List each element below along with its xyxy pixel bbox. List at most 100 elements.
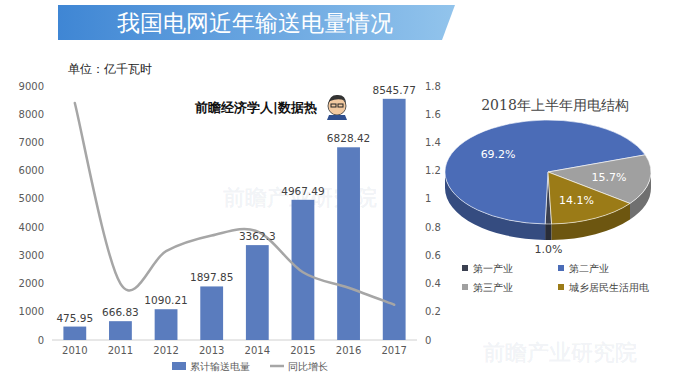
legend-label: 累计输送电量 [190,361,250,372]
line [75,103,394,305]
y-tick-label: 9000 [19,81,44,92]
pie-legend-swatch [558,265,564,271]
watermark: 前瞻产业研究院 [482,340,637,365]
pie-legend-swatch [462,284,468,290]
bar-data-label: 475.95 [56,312,93,324]
bar-data-label: 666.83 [102,306,139,318]
y2-tick [417,311,420,312]
y-tick-label: 6000 [19,165,44,176]
annotation: 前瞻经济学人|数据热 [194,100,317,115]
pie-data-label: 1.0% [534,243,562,256]
x-tick-label: 2010 [62,345,87,356]
y-tick [49,86,52,87]
y-tick [49,311,52,312]
x-tick-label: 2012 [153,345,178,356]
avatar-body [327,115,347,120]
y2-tick [417,170,420,171]
canvas: 前瞻产业研究院前瞻产业研究院我国电网近年输送电量情况单位：亿千瓦时0100020… [0,0,680,382]
legend-swatch [172,362,186,370]
y2-tick [417,198,420,199]
pie-legend-label: 第二产业 [569,263,609,274]
x-tick-label: 2016 [336,345,361,356]
pie-slices [445,120,651,224]
y2-tick [417,114,420,115]
data-labels: 475.95 666.83 1090.211897.85 3362.3 4967.49 6… [56,84,415,324]
y-tick-label: 3000 [19,250,44,261]
y-tick-label: 4000 [19,222,44,233]
bar-data-label: 1090.21 [144,294,187,306]
bar-line-chart: 单位：亿千瓦时 0 1000 2000 3000 4000 5000 6000 7000 8000… [19,62,441,372]
pie-data-label: 14.1% [559,194,594,207]
x-tick-label: 2017 [381,345,406,356]
bar [109,321,132,340]
title: 我国电网近年输送电量情况 [117,10,393,36]
y2-tick-label: 0.2 [425,306,441,317]
pie-legend: 第一产业 第二产业第三产业 城乡居民生活用电 [462,263,649,293]
y-tick [49,198,52,199]
y2-tick-label: 0 [425,335,431,346]
y-tick [49,142,52,143]
y-tick [49,340,52,341]
y2-tick [417,255,420,256]
avatar-hair [328,95,346,104]
y2-tick-label: 0.4 [425,278,441,289]
y-tick-label: 1000 [19,306,44,317]
legend-label: 同比增长 [288,361,328,372]
bar-data-label: 8545.77 [372,84,415,96]
bar [200,286,223,340]
bar-data-label: 3362.3 [239,230,276,242]
y2-tick-label: 1.2 [425,165,441,176]
pie-side [545,224,551,240]
y-tick-label: 5000 [19,193,44,204]
bar-data-label: 4967.49 [281,185,324,197]
bar [63,327,86,340]
avatar-glasses [338,104,343,107]
unit-label: 单位：亿千瓦时 [68,62,152,76]
x-tick-label: 2013 [199,345,224,356]
y2-tick [417,86,420,87]
pie-legend-swatch [462,265,468,271]
pie-legend-label: 第一产业 [473,263,513,274]
page: 前瞻产业研究院前瞻产业研究院我国电网近年输送电量情况单位：亿千瓦时0100020… [0,0,680,382]
y2-tick-label: 1.6 [425,109,441,120]
y2-tick [417,340,420,341]
y-tick-label: 8000 [19,109,44,120]
pie-title: 2018年上半年用电结构 [481,97,629,113]
y-tick-label: 2000 [19,278,44,289]
y2-tick-label: 1.8 [425,81,441,92]
bar [246,245,269,340]
pie-slice [445,120,645,224]
legend: 累计输送电量 同比增长 [172,361,328,372]
y-tick-label: 0 [38,335,44,346]
bar [292,200,315,340]
y2-tick-label: 0.8 [425,222,441,233]
avatar-icon [327,95,347,120]
legend-swatch [270,365,284,368]
pie-legend-label: 第三产业 [473,282,513,293]
x-tick-label: 2014 [245,345,270,356]
y-tick [49,255,52,256]
plot-area [63,99,405,340]
x-axis [52,340,417,341]
bar [337,147,360,340]
bar [155,309,178,340]
pie-legend-label: 城乡居民生活用电 [568,282,649,293]
x-tick-label: 2015 [290,345,315,356]
y2-tick-label: 1 [425,193,431,204]
x-tick-label: 2011 [108,345,133,356]
avatar-glasses [331,104,336,107]
pie-legend-swatch [558,284,564,290]
pie-data-label: 69.2% [481,148,516,161]
y2-tick [417,283,420,284]
y-tick [49,227,52,228]
pie-labels: 1.0%69.2%15.7%14.1% [481,148,627,257]
pie-chart: 2018年上半年用电结构1.0%69.2%15.7%14.1%第一产业第二产业第… [445,97,651,293]
y2-tick [417,227,420,228]
y2-tick [417,142,420,143]
y-tick [49,114,52,115]
y2-tick-label: 0.6 [425,250,441,261]
y-tick [49,283,52,284]
y-tick-label: 7000 [19,137,44,148]
bar-data-label: 6828.42 [327,132,370,144]
bar-data-label: 1897.85 [190,271,233,283]
